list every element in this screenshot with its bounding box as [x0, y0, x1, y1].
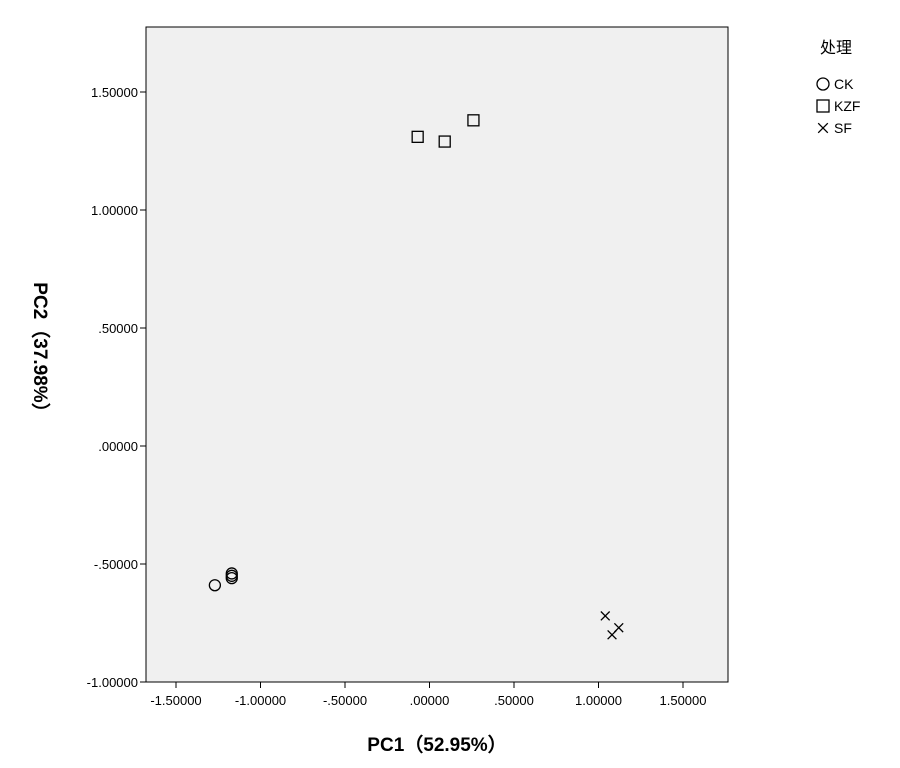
y-tick-label: 1.00000 — [91, 203, 138, 218]
data-point-ck — [208, 579, 222, 592]
x-tick-label: .50000 — [494, 693, 534, 708]
legend-marker-sf — [817, 122, 829, 134]
legend-marker-kzf — [816, 99, 830, 113]
data-point-sf — [600, 611, 611, 621]
y-axis: -1.00000 -.50000 .00000 .50000 1.00000 1.5000… — [87, 85, 146, 690]
y-axis-title: PC2（37.98%） — [29, 282, 52, 421]
x-tick-label: 1.00000 — [575, 693, 622, 708]
legend-title: 处理 — [820, 38, 852, 57]
plot-area — [145, 26, 729, 683]
x-axis-title: PC1（52.95%） — [367, 733, 506, 756]
legend-label: KZF — [834, 98, 860, 114]
x-tick-label: -.50000 — [323, 693, 367, 708]
y-tick-label: .00000 — [98, 439, 138, 454]
data-point-kzf — [438, 135, 451, 148]
legend-marker-ck — [816, 77, 830, 91]
data-point-kzf — [411, 130, 424, 143]
data-point-ck — [225, 569, 238, 582]
y-tick-label: -1.00000 — [87, 675, 138, 690]
data-points — [208, 114, 624, 640]
legend: 处理 CK KZF SF — [816, 38, 860, 136]
x-tick-label: -1.00000 — [235, 693, 286, 708]
data-point-sf — [613, 622, 624, 633]
x-tick-label: -1.50000 — [150, 693, 201, 708]
data-point-kzf — [467, 114, 480, 127]
x-tick-label: .00000 — [410, 693, 450, 708]
legend-label: CK — [834, 76, 854, 92]
y-tick-label: .50000 — [98, 321, 138, 336]
y-tick-label: -.50000 — [94, 557, 138, 572]
x-axis: -1.50000 -1.00000 -.50000 .00000 .50000 1.000… — [150, 682, 707, 708]
y-tick-label: 1.50000 — [91, 85, 138, 100]
legend-label: SF — [834, 120, 852, 136]
x-tick-label: 1.50000 — [660, 693, 707, 708]
